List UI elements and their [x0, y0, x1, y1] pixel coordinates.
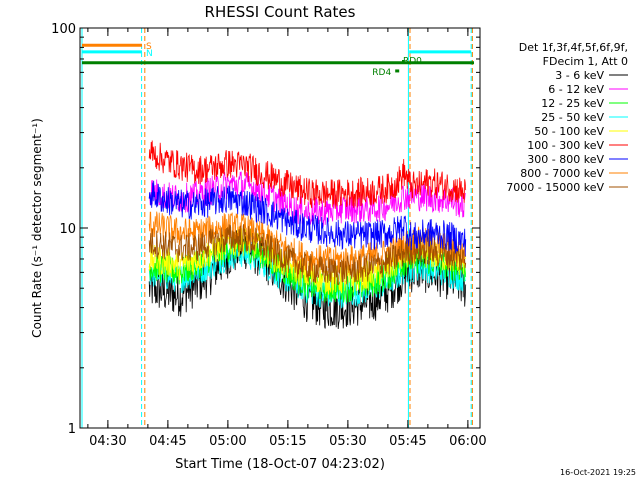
- x-tick-label: 05:45: [389, 434, 426, 449]
- series-line: [148, 223, 467, 286]
- x-tick-label: 05:15: [269, 434, 306, 449]
- footer-timestamp: 16-Oct-2021 19:25: [560, 468, 636, 477]
- x-tick-label: 04:45: [149, 434, 186, 449]
- y-tick-label: 100: [51, 22, 76, 37]
- legend-entry-label: 800 - 7000 keV: [520, 167, 604, 180]
- chart-title: RHESSI Count Rates: [205, 3, 356, 21]
- plot-frame: [79, 27, 481, 429]
- legend: Det 1f,3f,4f,5f,6f,9f,FDecim 1, Att 03 -…: [506, 41, 628, 194]
- flag-bar-label: S: [146, 42, 152, 52]
- y-tick-label: 10: [59, 222, 76, 237]
- series-line: [148, 180, 467, 257]
- y-tick-label: 1: [68, 422, 76, 437]
- y-axis-label: Count Rate (s⁻¹ detector segment⁻¹): [30, 118, 44, 338]
- series-line: [148, 140, 467, 209]
- legend-entry-label: 7000 - 15000 keV: [506, 181, 604, 194]
- flag-bar-label: RD4: [372, 68, 391, 78]
- legend-entry-label: 25 - 50 keV: [541, 111, 604, 124]
- legend-entry-label: 100 - 300 keV: [527, 139, 604, 152]
- flag-bar-label: N: [146, 49, 153, 59]
- legend-entry-label: 12 - 25 keV: [541, 97, 604, 110]
- axes: 1 10 100 04:30 04:45 05:00 05:15 05:30 05:45 06:0…: [51, 22, 486, 449]
- x-tick-label: 05:00: [209, 434, 246, 449]
- legend-header: FDecim 1, Att 0: [543, 55, 628, 68]
- x-tick-label: 05:30: [329, 434, 366, 449]
- legend-entry-label: 300 - 800 keV: [527, 153, 604, 166]
- x-axis-label: Start Time (18-Oct-07 04:23:02): [175, 457, 385, 472]
- flag-bar-label: RD0: [403, 56, 422, 66]
- legend-header: Det 1f,3f,4f,5f,6f,9f,: [519, 41, 628, 54]
- legend-entry-label: 6 - 12 keV: [548, 83, 604, 96]
- legend-entry-label: 50 - 100 keV: [534, 125, 604, 138]
- x-tick-label: 04:30: [89, 434, 126, 449]
- series-lines: [148, 140, 467, 330]
- flag-bars: SN RD4 RD0: [82, 42, 474, 78]
- x-tick-label: 06:00: [449, 434, 486, 449]
- legend-entry-label: 3 - 6 keV: [555, 69, 604, 82]
